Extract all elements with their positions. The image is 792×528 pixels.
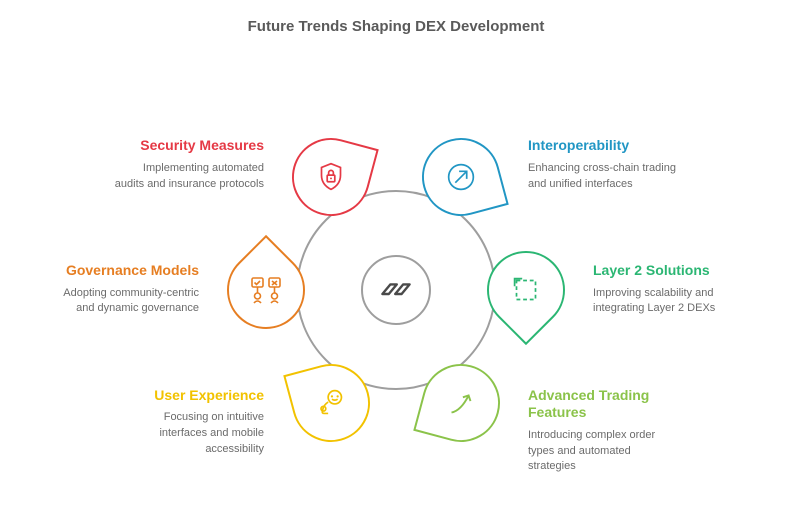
- label-1: Layer 2 Solutions Improving scalability a…: [593, 262, 743, 317]
- curve-up-icon: [422, 364, 500, 442]
- arrow-up-right-icon: [422, 138, 500, 216]
- petal-0: [422, 138, 500, 216]
- petal-4: [227, 251, 305, 329]
- petal-3: [292, 364, 370, 442]
- support-icon: [292, 364, 370, 442]
- petal-2: [422, 364, 500, 442]
- label-title: User Experience: [114, 387, 264, 405]
- label-5: Security Measures Implementing automated …: [114, 137, 264, 192]
- label-3: User Experience Focusing on intuitive int…: [114, 387, 264, 458]
- label-desc: Focusing on intuitive interfaces and mob…: [114, 410, 264, 458]
- shield-lock-icon: [292, 138, 370, 216]
- label-desc: Implementing automated audits and insura…: [114, 161, 264, 193]
- dashed-square-icon: [487, 251, 565, 329]
- vote-icon: [227, 251, 305, 329]
- label-title: Advanced Trading Features: [528, 387, 678, 422]
- diagram-stage: Interoperability Enhancing cross-chain tr…: [0, 0, 792, 528]
- petal-1: [487, 251, 565, 329]
- label-desc: Improving scalability and integrating La…: [593, 286, 743, 318]
- label-title: Layer 2 Solutions: [593, 262, 743, 280]
- label-0: Interoperability Enhancing cross-chain tr…: [528, 137, 678, 192]
- label-desc: Introducing complex order types and auto…: [528, 428, 678, 476]
- label-title: Security Measures: [114, 137, 264, 155]
- petal-5: [292, 138, 370, 216]
- center-logo: [361, 255, 431, 325]
- label-desc: Enhancing cross-chain trading and unifie…: [528, 161, 678, 193]
- label-title: Governance Models: [49, 262, 199, 280]
- label-2: Advanced Trading Features Introducing com…: [528, 387, 678, 476]
- label-4: Governance Models Adopting community-cent…: [49, 262, 199, 317]
- label-desc: Adopting community-centric and dynamic g…: [49, 286, 199, 318]
- label-title: Interoperability: [528, 137, 678, 155]
